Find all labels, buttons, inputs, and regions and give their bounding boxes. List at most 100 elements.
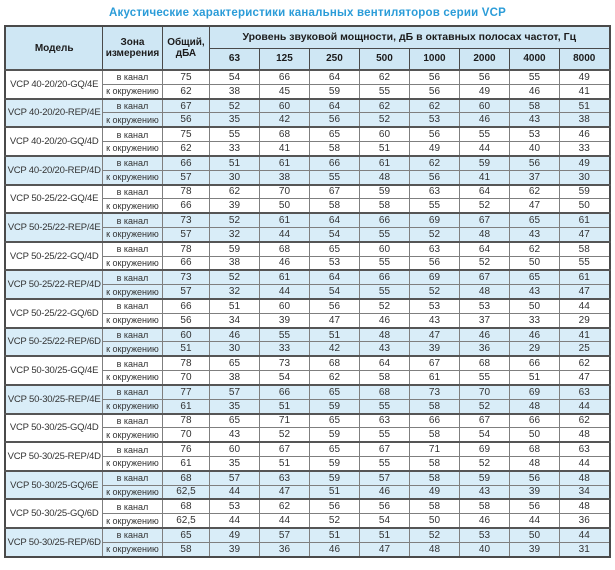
spl-cell: 65 — [308, 240, 360, 257]
spl-cell: 58 — [358, 370, 410, 386]
total-dba-cell: 62 — [161, 83, 210, 100]
zone-cell: к окружению — [101, 370, 163, 386]
spl-cell: 56 — [358, 498, 410, 515]
spl-cell: 35 — [208, 398, 260, 415]
table-row: к окружению 61 35 51 59 55 58 52 48 44 — [5, 455, 611, 472]
zone-cell: в канал — [101, 97, 163, 114]
spl-cell: 47 — [358, 541, 410, 558]
spl-cell: 54 — [308, 226, 360, 243]
column-header-freq-250: 250 — [308, 47, 360, 71]
table-row: VCP 40-20/20-REP/4E в канал 67 52 60 64 62 62 60… — [4, 97, 611, 128]
zone-cell: к окружению — [101, 169, 163, 186]
total-dba-cell: 66 — [161, 255, 210, 271]
zone-cell: в канал — [101, 126, 163, 143]
spl-cell: 56 — [308, 498, 360, 515]
spl-cell: 60 — [208, 441, 260, 457]
spl-cell: 66 — [258, 68, 310, 85]
spl-cell: 67 — [458, 212, 510, 228]
zone-cell: к окружению — [101, 398, 163, 415]
spl-cell: 62 — [508, 183, 560, 200]
spl-cell: 63 — [258, 469, 310, 486]
model-cell: VCP 50-30/25-REP/4E — [4, 383, 103, 414]
spl-cell: 32 — [208, 226, 260, 243]
spl-cell: 59 — [458, 469, 510, 486]
spl-cell: 56 — [308, 297, 360, 314]
model-cell: VCP 50-25/22-REP/6D — [4, 326, 103, 357]
spl-cell: 61 — [558, 212, 611, 228]
spl-cell: 54 — [258, 370, 310, 386]
spl-cell: 65 — [508, 212, 560, 228]
spl-cell: 67 — [458, 269, 510, 286]
total-dba-cell: 51 — [161, 341, 210, 357]
table-row: к окружению 57 32 44 54 55 52 48 43 47 — [5, 284, 611, 300]
spl-cell: 73 — [258, 355, 310, 372]
spl-cell: 56 — [408, 83, 460, 100]
zone-cell: к окружению — [101, 141, 163, 157]
spl-cell: 37 — [458, 312, 510, 329]
spl-cell: 66 — [358, 212, 410, 228]
table-row: VCP 50-30/25-GQ/6D в канал 68 53 62 56 56 58 58 5… — [4, 498, 611, 529]
spl-cell: 51 — [358, 141, 410, 157]
zone-cell: к окружению — [101, 427, 163, 443]
model-cell: VCP 50-25/22-REP/4D — [4, 269, 103, 300]
spl-cell: 50 — [508, 526, 560, 543]
total-dba-cell: 62,5 — [161, 513, 210, 529]
spl-cell: 49 — [558, 68, 611, 85]
zone-cell: к окружению — [101, 341, 163, 357]
spl-cell: 36 — [458, 341, 510, 357]
spl-cell: 57 — [208, 383, 260, 400]
spl-cell: 57 — [208, 469, 260, 486]
column-header-freq-500: 500 — [358, 47, 410, 71]
spl-cell: 49 — [558, 154, 611, 171]
table-row: VCP 50-30/25-REP/6D в канал 65 49 57 51 51 52 53… — [4, 526, 611, 558]
spl-cell: 50 — [558, 198, 611, 214]
total-dba-cell: 70 — [161, 427, 210, 443]
spl-cell: 55 — [358, 427, 410, 443]
spl-cell: 42 — [258, 112, 310, 128]
spl-cell: 46 — [258, 255, 310, 271]
spl-cell: 52 — [358, 297, 410, 314]
total-dba-cell: 70 — [161, 370, 210, 386]
spl-cell: 43 — [508, 284, 560, 300]
spl-cell: 59 — [308, 398, 360, 415]
spl-cell: 35 — [208, 455, 260, 472]
zone-cell: к окружению — [101, 312, 163, 329]
spl-cell: 70 — [258, 183, 310, 200]
table-row: VCP 40-20/20-GQ/4E в канал 75 54 66 64 62 56 56 5… — [4, 68, 611, 100]
zone-cell: к окружению — [101, 541, 163, 558]
zone-cell: в канал — [101, 498, 163, 515]
spl-cell: 47 — [558, 370, 611, 386]
spl-cell: 56 — [408, 255, 460, 271]
zone-cell: в канал — [101, 383, 163, 400]
zone-cell: в канал — [101, 240, 163, 257]
spl-cell: 59 — [308, 455, 360, 472]
model-cell: VCP 50-30/25-REP/6D — [4, 527, 103, 558]
spl-cell: 68 — [508, 441, 560, 457]
spl-cell: 68 — [358, 383, 410, 400]
spl-cell: 58 — [558, 240, 611, 257]
spl-cell: 51 — [508, 370, 560, 386]
zone-cell: к окружению — [101, 83, 163, 100]
total-dba-cell: 57 — [161, 284, 210, 300]
spl-cell: 62 — [408, 154, 460, 171]
spl-cell: 58 — [458, 498, 510, 515]
zone-cell: в канал — [101, 183, 163, 200]
spl-cell: 44 — [208, 484, 260, 500]
spl-cell: 52 — [458, 255, 510, 271]
total-dba-cell: 68 — [161, 469, 210, 486]
spl-cell: 55 — [358, 83, 410, 100]
spl-cell: 65 — [308, 441, 360, 457]
spl-cell: 64 — [308, 212, 360, 228]
total-dba-cell: 65 — [161, 526, 210, 543]
spl-cell: 52 — [458, 198, 510, 214]
spl-cell: 57 — [258, 526, 310, 543]
spl-cell: 50 — [508, 255, 560, 271]
spl-cell: 48 — [558, 427, 611, 443]
spl-cell: 48 — [458, 226, 510, 243]
spl-cell: 38 — [208, 255, 260, 271]
spl-cell: 59 — [308, 83, 360, 100]
spl-cell: 35 — [208, 112, 260, 128]
table-row: VCP 50-25/22-REP/6D в канал 60 46 55 51 48 47 46… — [4, 326, 611, 357]
spl-cell: 52 — [458, 455, 510, 472]
spl-cell: 58 — [408, 455, 460, 472]
